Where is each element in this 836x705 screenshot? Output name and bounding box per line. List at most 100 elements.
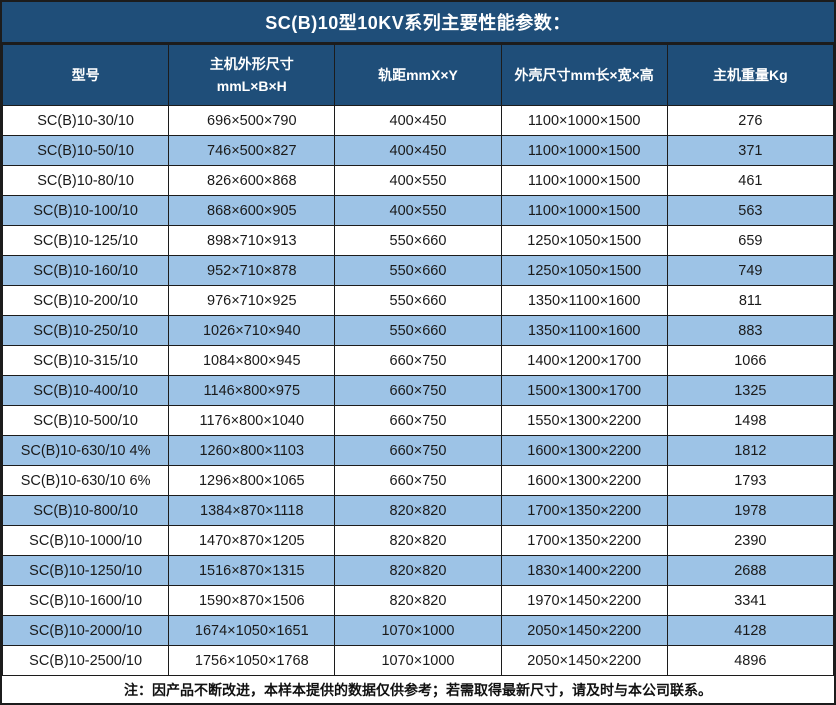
- column-header-weight: 主机重量Kg: [667, 45, 833, 106]
- cell-rail-gauge: 400×450: [335, 136, 501, 166]
- cell-main-dimensions: 1674×1050×1651: [169, 616, 335, 646]
- table-row: SC(B)10-125/10898×710×913550×6601250×105…: [3, 226, 834, 256]
- cell-shell-dimensions: 1400×1200×1700: [501, 346, 667, 376]
- column-header-main-dimensions: 主机外形尺寸 mmL×B×H: [169, 45, 335, 106]
- column-header-main-dimensions-line1: 主机外形尺寸: [169, 53, 334, 75]
- cell-main-dimensions: 1084×800×945: [169, 346, 335, 376]
- cell-main-dimensions: 1516×870×1315: [169, 556, 335, 586]
- cell-rail-gauge: 1070×1000: [335, 616, 501, 646]
- cell-shell-dimensions: 1970×1450×2200: [501, 586, 667, 616]
- cell-model: SC(B)10-200/10: [3, 286, 169, 316]
- cell-shell-dimensions: 1250×1050×1500: [501, 256, 667, 286]
- spec-sheet: SC(B)10型10KV系列主要性能参数： 型号 主机外形尺寸 mmL×B×H …: [0, 0, 836, 705]
- cell-model: SC(B)10-2500/10: [3, 646, 169, 676]
- header-row: 型号 主机外形尺寸 mmL×B×H 轨距mmX×Y 外壳尺寸mm长×宽×高 主机…: [3, 45, 834, 106]
- cell-weight: 371: [667, 136, 833, 166]
- table-row: SC(B)10-2000/101674×1050×16511070×100020…: [3, 616, 834, 646]
- table-header: 型号 主机外形尺寸 mmL×B×H 轨距mmX×Y 外壳尺寸mm长×宽×高 主机…: [3, 45, 834, 106]
- cell-weight: 4896: [667, 646, 833, 676]
- table-row: SC(B)10-1600/101590×870×1506820×8201970×…: [3, 586, 834, 616]
- cell-model: SC(B)10-250/10: [3, 316, 169, 346]
- cell-weight: 659: [667, 226, 833, 256]
- cell-rail-gauge: 550×660: [335, 316, 501, 346]
- cell-main-dimensions: 868×600×905: [169, 196, 335, 226]
- cell-model: SC(B)10-125/10: [3, 226, 169, 256]
- cell-rail-gauge: 400×550: [335, 196, 501, 226]
- cell-shell-dimensions: 1600×1300×2200: [501, 436, 667, 466]
- cell-model: SC(B)10-1600/10: [3, 586, 169, 616]
- cell-rail-gauge: 550×660: [335, 256, 501, 286]
- cell-rail-gauge: 660×750: [335, 376, 501, 406]
- cell-shell-dimensions: 1500×1300×1700: [501, 376, 667, 406]
- cell-model: SC(B)10-30/10: [3, 106, 169, 136]
- cell-weight: 1793: [667, 466, 833, 496]
- cell-main-dimensions: 746×500×827: [169, 136, 335, 166]
- page-title: SC(B)10型10KV系列主要性能参数：: [2, 2, 834, 44]
- cell-main-dimensions: 1384×870×1118: [169, 496, 335, 526]
- cell-weight: 1978: [667, 496, 833, 526]
- column-header-model: 型号: [3, 45, 169, 106]
- table-row: SC(B)10-250/101026×710×940550×6601350×11…: [3, 316, 834, 346]
- footnote: 注：因产品不断改进，本样本提供的数据仅供参考；若需取得最新尺寸，请及时与本公司联…: [2, 676, 834, 703]
- cell-shell-dimensions: 1550×1300×2200: [501, 406, 667, 436]
- cell-weight: 3341: [667, 586, 833, 616]
- table-body: SC(B)10-30/10696×500×790400×4501100×1000…: [3, 106, 834, 676]
- table-row: SC(B)10-2500/101756×1050×17681070×100020…: [3, 646, 834, 676]
- cell-weight: 2688: [667, 556, 833, 586]
- cell-shell-dimensions: 1700×1350×2200: [501, 496, 667, 526]
- cell-rail-gauge: 660×750: [335, 466, 501, 496]
- table-row: SC(B)10-160/10952×710×878550×6601250×105…: [3, 256, 834, 286]
- cell-model: SC(B)10-400/10: [3, 376, 169, 406]
- cell-shell-dimensions: 1600×1300×2200: [501, 466, 667, 496]
- cell-main-dimensions: 976×710×925: [169, 286, 335, 316]
- table-row: SC(B)10-400/101146×800×975660×7501500×13…: [3, 376, 834, 406]
- cell-shell-dimensions: 1250×1050×1500: [501, 226, 667, 256]
- cell-rail-gauge: 550×660: [335, 226, 501, 256]
- cell-main-dimensions: 826×600×868: [169, 166, 335, 196]
- cell-shell-dimensions: 1100×1000×1500: [501, 166, 667, 196]
- cell-main-dimensions: 1590×870×1506: [169, 586, 335, 616]
- cell-shell-dimensions: 1700×1350×2200: [501, 526, 667, 556]
- cell-weight: 4128: [667, 616, 833, 646]
- cell-weight: 563: [667, 196, 833, 226]
- cell-weight: 811: [667, 286, 833, 316]
- table-row: SC(B)10-500/101176×800×1040660×7501550×1…: [3, 406, 834, 436]
- cell-weight: 276: [667, 106, 833, 136]
- cell-rail-gauge: 820×820: [335, 526, 501, 556]
- table-row: SC(B)10-800/101384×870×1118820×8201700×1…: [3, 496, 834, 526]
- cell-main-dimensions: 696×500×790: [169, 106, 335, 136]
- cell-model: SC(B)10-50/10: [3, 136, 169, 166]
- cell-main-dimensions: 1176×800×1040: [169, 406, 335, 436]
- cell-model: SC(B)10-160/10: [3, 256, 169, 286]
- spec-table: 型号 主机外形尺寸 mmL×B×H 轨距mmX×Y 外壳尺寸mm长×宽×高 主机…: [2, 44, 834, 676]
- cell-shell-dimensions: 2050×1450×2200: [501, 646, 667, 676]
- cell-weight: 2390: [667, 526, 833, 556]
- cell-rail-gauge: 820×820: [335, 586, 501, 616]
- table-row: SC(B)10-30/10696×500×790400×4501100×1000…: [3, 106, 834, 136]
- cell-model: SC(B)10-80/10: [3, 166, 169, 196]
- cell-shell-dimensions: 1830×1400×2200: [501, 556, 667, 586]
- cell-main-dimensions: 1146×800×975: [169, 376, 335, 406]
- cell-model: SC(B)10-630/10 6%: [3, 466, 169, 496]
- table-row: SC(B)10-630/10 4%1260×800×1103660×750160…: [3, 436, 834, 466]
- cell-rail-gauge: 400×550: [335, 166, 501, 196]
- cell-main-dimensions: 952×710×878: [169, 256, 335, 286]
- cell-model: SC(B)10-2000/10: [3, 616, 169, 646]
- cell-shell-dimensions: 1100×1000×1500: [501, 136, 667, 166]
- table-row: SC(B)10-50/10746×500×827400×4501100×1000…: [3, 136, 834, 166]
- column-header-main-dimensions-line2: mmL×B×H: [169, 75, 334, 97]
- cell-model: SC(B)10-100/10: [3, 196, 169, 226]
- cell-weight: 461: [667, 166, 833, 196]
- cell-rail-gauge: 1070×1000: [335, 646, 501, 676]
- cell-main-dimensions: 1470×870×1205: [169, 526, 335, 556]
- table-row: SC(B)10-200/10976×710×925550×6601350×110…: [3, 286, 834, 316]
- cell-main-dimensions: 1026×710×940: [169, 316, 335, 346]
- cell-weight: 749: [667, 256, 833, 286]
- cell-rail-gauge: 660×750: [335, 436, 501, 466]
- cell-main-dimensions: 1260×800×1103: [169, 436, 335, 466]
- cell-rail-gauge: 820×820: [335, 496, 501, 526]
- cell-rail-gauge: 550×660: [335, 286, 501, 316]
- table-row: SC(B)10-630/10 6%1296×800×1065660×750160…: [3, 466, 834, 496]
- column-header-shell-dimensions: 外壳尺寸mm长×宽×高: [501, 45, 667, 106]
- cell-main-dimensions: 1756×1050×1768: [169, 646, 335, 676]
